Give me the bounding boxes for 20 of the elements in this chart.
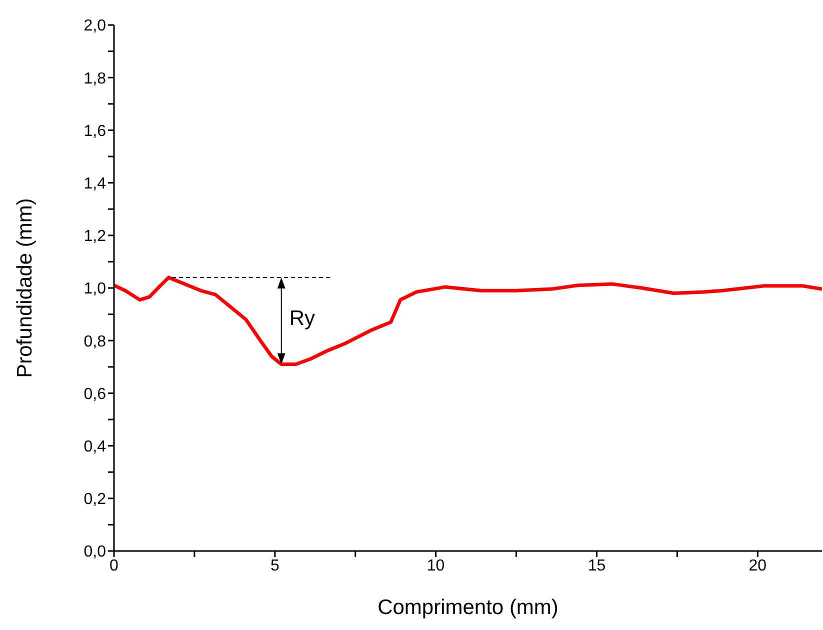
y-tick-label: 1,2 bbox=[84, 228, 106, 246]
x-axis-title: Comprimento (mm) bbox=[378, 596, 558, 619]
y-tick-label: 1,0 bbox=[84, 280, 106, 298]
line-series bbox=[114, 276, 822, 366]
y-tick-label: 0,6 bbox=[84, 386, 106, 403]
y-tick-label: 1,4 bbox=[84, 175, 106, 192]
annotation: Ry bbox=[289, 306, 316, 330]
x-tick-label: 0 bbox=[110, 557, 119, 574]
y-tick-label: 0,4 bbox=[84, 438, 106, 456]
y-tick-label: 1,8 bbox=[84, 70, 106, 88]
y-tick-label: 1,6 bbox=[84, 122, 106, 140]
x-tick-label: 15 bbox=[588, 557, 606, 574]
y-tick-label: 0,0 bbox=[84, 544, 106, 561]
y-tick-label: 0,2 bbox=[84, 491, 106, 508]
y-axis-title: Profundidade (mm) bbox=[13, 198, 36, 378]
y-tick-label: 0,8 bbox=[84, 333, 106, 350]
x-tick-label: 20 bbox=[748, 557, 767, 574]
x-tick-label: 5 bbox=[270, 557, 280, 574]
x-tick-label: 10 bbox=[426, 557, 445, 574]
y-tick-label: 2,0 bbox=[84, 18, 106, 35]
